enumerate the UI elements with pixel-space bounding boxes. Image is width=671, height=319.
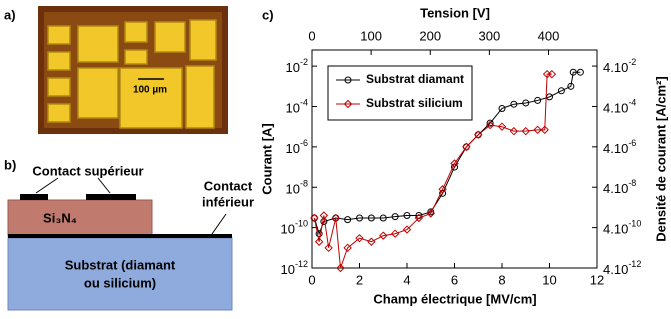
y-tick-label-base: 10 (281, 222, 295, 237)
y-tick-label-base: 10 (286, 141, 300, 156)
x2-tick-label: 300 (479, 28, 501, 43)
y-tick-label-exp: -12 (295, 259, 308, 269)
y2-tick-label-exp: -2 (628, 57, 636, 67)
y-tick-label-base: 10 (286, 61, 300, 76)
y2-axis-title: Densité de courant [A/cm²] (653, 76, 668, 241)
legend-label: Substrat diamant (366, 72, 464, 86)
x-tick-label: 6 (451, 272, 458, 287)
y-tick-label-exp: -10 (295, 219, 308, 229)
x2-axis-title: Tension [V] (420, 5, 490, 20)
y-tick-label-exp: -8 (300, 179, 308, 189)
y-tick-label-exp: -4 (300, 98, 308, 108)
panel-label: a) (4, 7, 16, 22)
panel-label: b) (4, 157, 16, 172)
x2-tick-label: 0 (308, 28, 315, 43)
y2-tick-label-exp: -6 (628, 138, 636, 148)
y-tick-label-base: 10 (281, 262, 295, 277)
y2-tick-label-exp: -8 (628, 179, 636, 189)
x2-tick-label: 100 (360, 28, 382, 43)
x-tick-label: 4 (403, 272, 410, 287)
panel-label: c) (262, 7, 274, 22)
label: ou silicium) (84, 275, 156, 290)
y2-tick-label-exp: -4 (628, 98, 636, 108)
label: Si₃N₄ (43, 210, 77, 225)
x-tick-label: 10 (542, 272, 556, 287)
x-tick-label: 0 (308, 272, 315, 287)
label: inférieur (202, 194, 254, 209)
y2-tick-label-base: 4.10 (603, 141, 628, 156)
y-axis-title: Courant [A] (259, 123, 274, 195)
y-tick-label-exp: -2 (300, 58, 308, 68)
y2-tick-label-base: 4.10 (603, 262, 628, 277)
y2-tick-label-base: 4.10 (603, 61, 628, 76)
y2-tick-label-exp: -10 (628, 219, 641, 229)
figure: a) b) c) 100 µm Contact supérieur Contac… (0, 0, 671, 314)
y-tick-label-exp: -6 (300, 138, 308, 148)
y-tick-label-base: 10 (286, 101, 300, 116)
label: Contact supérieur (32, 163, 143, 178)
y2-tick-label-exp: -12 (628, 259, 641, 269)
y2-tick-label-base: 4.10 (603, 222, 628, 237)
x-axis-title: Champ électrique [MV/cm] (373, 291, 536, 306)
micrograph: 100 µm (38, 6, 228, 134)
label: Contact (204, 178, 253, 193)
x-tick-label: 2 (356, 272, 363, 287)
scale-label: 100 µm (133, 85, 167, 96)
y2-tick-label-base: 4.10 (603, 182, 628, 197)
label: Substrat (diamant (65, 257, 176, 272)
legend-label: Substrat silicium (366, 96, 463, 110)
x-tick-label: 8 (498, 272, 505, 287)
y-tick-label-base: 10 (286, 182, 300, 197)
x2-tick-label: 400 (538, 28, 560, 43)
x2-tick-label: 200 (419, 28, 441, 43)
y2-tick-label-base: 4.10 (603, 101, 628, 116)
